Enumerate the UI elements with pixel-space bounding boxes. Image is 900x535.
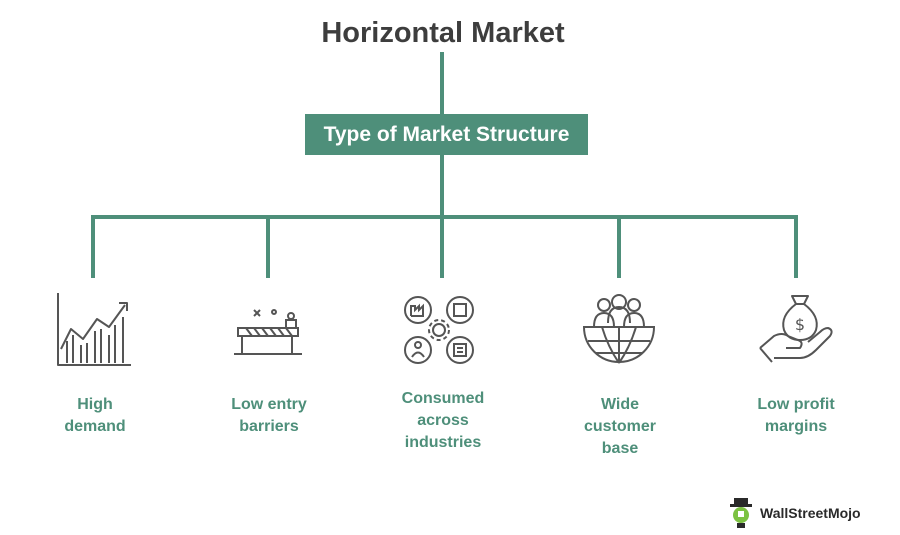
money-bag-hand-icon: $ [759,295,833,363]
global-customers-icon [582,294,656,364]
barrier-icon [234,309,302,355]
svg-text:$: $ [795,315,805,334]
bar-chart-growth-icon [57,293,131,366]
wallstreetmojo-logo-icon [730,498,752,528]
diagram-title: Horizontal Market [321,17,565,49]
item-label-high-demand: High demand [64,396,126,435]
item-label-consumed-across-industries: Consumed across industries [401,390,485,451]
root-node: Type of Market Structure [305,114,588,155]
item-label-low-entry-barriers: Low entry barriers [231,396,307,435]
item-label-wide-customer-base: Wide customer base [583,396,657,457]
industries-network-icon [404,296,474,364]
root-node-label: Type of Market Structure [323,122,570,146]
brand-name: WallStreetMojo [760,505,861,521]
brand-logo: WallStreetMojo [726,497,861,529]
item-label-low-profit-margins: Low profit margins [757,396,835,435]
